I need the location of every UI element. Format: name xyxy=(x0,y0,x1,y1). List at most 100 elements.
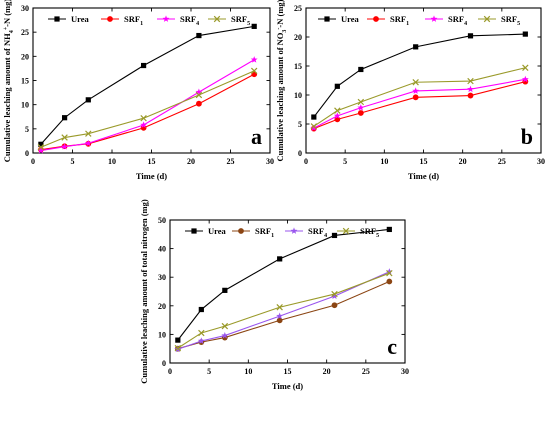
x-tick-label: 15 xyxy=(284,367,292,376)
data-point-urea xyxy=(85,97,91,103)
data-point-srf4 xyxy=(276,312,284,320)
data-point-srf5 xyxy=(174,344,182,352)
data-point-srf1 xyxy=(412,94,419,101)
plot-frame xyxy=(305,7,542,154)
legend-item-srf5: SRF5 xyxy=(478,14,520,27)
series-line-srf4 xyxy=(313,78,526,129)
x-tick-label: 10 xyxy=(108,157,116,166)
x-tick-label: 20 xyxy=(459,157,467,166)
legend-item-srf5: SRF5 xyxy=(208,14,250,27)
data-point-srf5 xyxy=(198,329,205,337)
x-tick-label: 20 xyxy=(323,367,331,376)
y-tick-label: 0 xyxy=(298,149,302,158)
data-point-srf4 xyxy=(467,85,474,93)
legend-swatch-marker xyxy=(342,227,350,235)
series-srf4 xyxy=(310,75,529,131)
legend-item-srf4: SRF4 xyxy=(157,14,199,27)
y-tick-label: 30 xyxy=(21,4,29,13)
series-line-urea xyxy=(40,25,255,145)
data-point-srf5 xyxy=(250,67,258,75)
legend-label: SRF4 xyxy=(180,14,199,27)
y-tick-label: 20 xyxy=(21,52,29,61)
data-point-srf4 xyxy=(310,124,318,131)
data-point-srf5 xyxy=(61,134,68,141)
y-tick-label: 10 xyxy=(294,91,302,100)
series-line-srf4 xyxy=(177,271,390,350)
data-point-urea xyxy=(62,115,68,121)
legend-label: SRF1 xyxy=(390,14,409,27)
legend-item-srf4: SRF4 xyxy=(285,226,327,239)
series-line-srf1 xyxy=(313,81,526,130)
legend-swatch-marker xyxy=(483,15,491,23)
chart-panel-c: 0 5 10 15 20 25 30 0 10 20 30 40 50 Time (d) Cumulativ… xyxy=(139,199,409,391)
legend-swatch-marker xyxy=(373,16,379,22)
legend-item-srf4: SRF4 xyxy=(425,14,467,27)
data-point-srf1 xyxy=(331,302,338,309)
data-point-srf5 xyxy=(37,143,45,151)
data-point-urea xyxy=(277,256,283,262)
y-tick-label: 25 xyxy=(294,4,302,13)
data-point-srf4 xyxy=(61,143,69,150)
series-line-urea xyxy=(177,228,390,341)
data-point-srf1 xyxy=(386,278,393,285)
y-axis-title: Cumulative leaching amount of total nitr… xyxy=(139,199,149,384)
series-srf1 xyxy=(310,78,529,132)
legend-label: Urea xyxy=(71,14,90,24)
legend-label: SRF5 xyxy=(231,14,250,27)
data-point-srf5 xyxy=(310,123,318,130)
data-point-srf5 xyxy=(221,322,229,330)
y-tick-label: 40 xyxy=(158,245,166,254)
legend-item-srf5: SRF5 xyxy=(337,226,379,239)
x-tick-label: 20 xyxy=(187,157,195,166)
data-point-srf5 xyxy=(386,269,393,277)
x-tick-label: 0 xyxy=(304,157,308,166)
data-point-srf4 xyxy=(197,337,205,344)
data-point-urea xyxy=(522,31,528,37)
series-srf5 xyxy=(310,64,529,130)
x-tick-label: 15 xyxy=(148,157,156,166)
legend-label: SRF1 xyxy=(255,226,274,239)
data-point-srf5 xyxy=(276,304,283,311)
data-point-srf1 xyxy=(357,110,364,116)
data-point-srf5 xyxy=(195,91,203,99)
legend-swatch-marker xyxy=(107,16,113,22)
legend-item-srf1: SRF1 xyxy=(367,14,409,27)
data-point-srf1 xyxy=(276,317,283,324)
legend-swatch-marker xyxy=(324,16,330,22)
x-tick-label: 30 xyxy=(401,367,409,376)
legend-label: SRF4 xyxy=(448,14,467,27)
x-tick-label: 0 xyxy=(31,157,35,166)
chart-panel-a: 0 5 10 15 20 25 30 0 5 10 15 20 25 30 Time (d) Cumulati… xyxy=(2,0,274,181)
x-tick-label: 25 xyxy=(498,157,506,166)
x-tick-label: 5 xyxy=(71,157,75,166)
y-tick-label: 5 xyxy=(25,125,29,134)
data-point-urea xyxy=(386,226,392,233)
legend-swatch-marker xyxy=(238,228,244,234)
data-point-urea xyxy=(38,141,44,147)
x-axis-title: Time (d) xyxy=(408,171,439,181)
data-point-srf5 xyxy=(85,130,92,137)
series-line-srf5 xyxy=(40,70,255,148)
data-point-urea xyxy=(196,32,202,39)
y-tick-label: 20 xyxy=(158,302,166,311)
data-point-urea xyxy=(198,306,204,313)
legend-item-urea: Urea xyxy=(318,14,360,24)
data-point-srf4 xyxy=(195,88,203,96)
chart-panel-b: 0 5 10 15 20 25 30 0 5 10 15 20 25 Time (d) Cumulative… xyxy=(275,0,545,181)
data-point-srf4 xyxy=(37,146,45,154)
x-tick-label: 30 xyxy=(266,157,274,166)
x-tick-label: 15 xyxy=(420,157,428,166)
panel-label: a xyxy=(251,124,262,149)
y-axis-title: Cumulative leaching amount of NO3--N (mg… xyxy=(275,0,288,162)
x-tick-label: 10 xyxy=(380,157,388,166)
data-point-srf5 xyxy=(140,114,147,122)
legend-label: SRF1 xyxy=(124,14,143,27)
y-tick-label: 10 xyxy=(158,330,166,339)
data-point-srf4 xyxy=(221,331,229,339)
data-point-srf4 xyxy=(140,121,148,128)
data-point-srf1 xyxy=(467,92,474,99)
legend-swatch-marker xyxy=(290,227,298,234)
data-point-urea xyxy=(334,83,340,89)
x-tick-label: 30 xyxy=(537,157,545,166)
y-tick-label: 20 xyxy=(294,33,302,42)
